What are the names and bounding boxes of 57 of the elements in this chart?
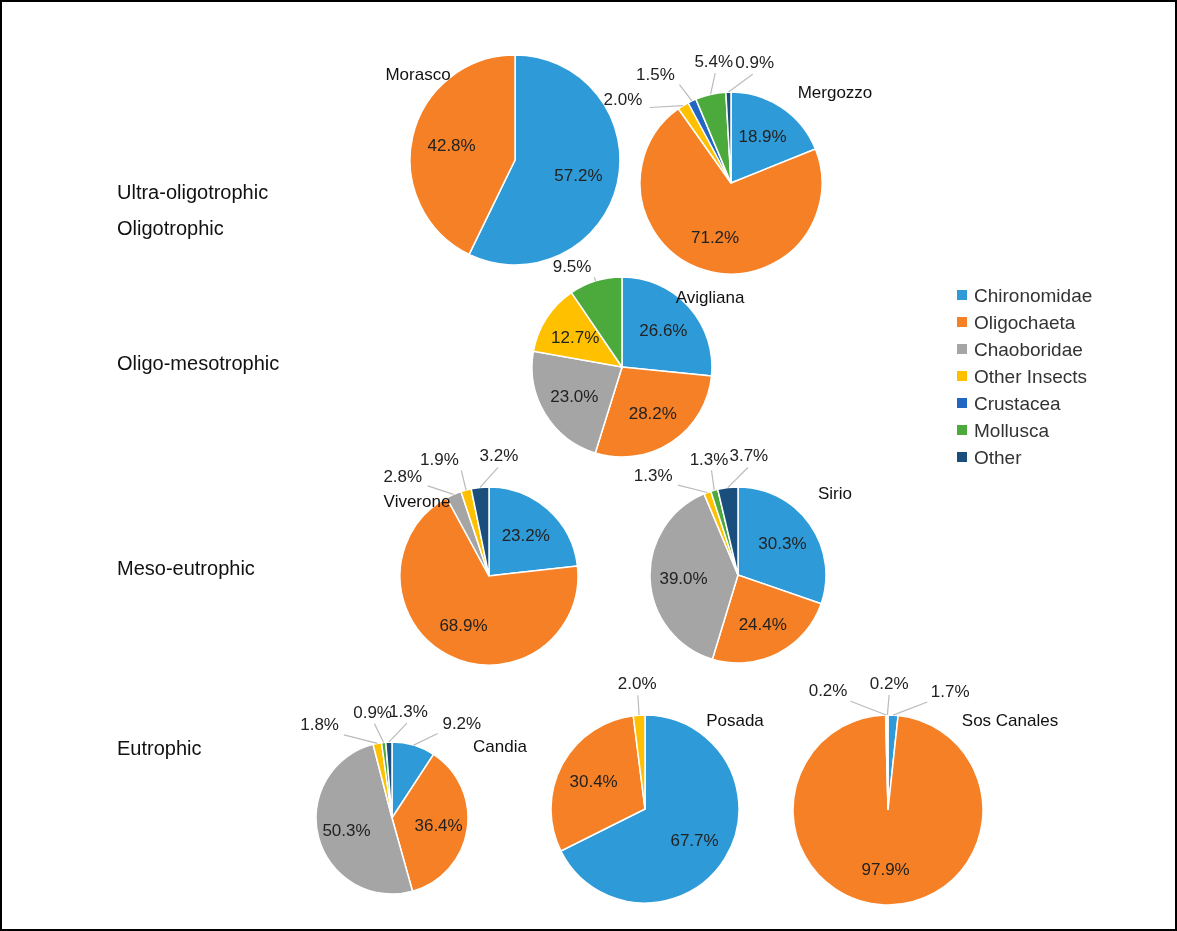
text: Eutrophic	[117, 737, 202, 759]
category-label: Oligochaeta	[974, 311, 1076, 333]
text: Sirio	[817, 484, 853, 503]
data-label: 9.2%	[442, 713, 482, 733]
data-label: 9.5%	[552, 256, 592, 276]
data-label: 1.5%	[636, 64, 675, 84]
data-label: 97.9%	[861, 859, 910, 879]
category-label: Other Insects	[974, 365, 1087, 387]
data-label: 0.9%	[735, 53, 775, 73]
data-label: 50.3%	[322, 821, 371, 841]
data-label: 1.3%	[689, 449, 729, 469]
data-label: 23.2%	[501, 525, 550, 545]
text: Candia	[473, 737, 528, 756]
text: Meso-eutrophic	[117, 557, 255, 579]
data-label: 2.8%	[383, 466, 423, 486]
data-label: 18.9%	[738, 127, 787, 147]
text: Oligotrophic	[117, 217, 224, 239]
text: Oligo-mesotrophic	[117, 352, 280, 374]
data-label: 1.7%	[930, 681, 970, 701]
data-label: 24.4%	[738, 614, 787, 634]
category-label: Other	[974, 446, 1023, 468]
data-label: 1.3%	[633, 465, 673, 485]
category-label: Mollusca	[974, 419, 1050, 441]
data-label: 1.3%	[389, 702, 428, 722]
data-label: 3.7%	[729, 446, 769, 466]
data-label: 2.0%	[603, 89, 643, 109]
data-label: 30.3%	[758, 534, 807, 554]
category-label: Chironomidae	[974, 284, 1093, 306]
data-label: 30.4%	[569, 772, 618, 792]
data-label: 12.7%	[551, 327, 600, 347]
data-label: 0.9%	[353, 702, 392, 722]
data-label: 1.9%	[420, 449, 459, 469]
text: Ultra-oligotrophic	[117, 181, 269, 203]
text: Sos Canales	[961, 711, 1059, 730]
data-label: 23.0%	[550, 386, 599, 406]
data-label: 2.0%	[617, 674, 657, 694]
data-label: 1.8%	[300, 715, 339, 735]
data-label: 68.9%	[439, 615, 488, 635]
category-label: Crustacea	[974, 392, 1062, 414]
data-label: 0.2%	[869, 673, 909, 693]
text: Viverone	[383, 492, 451, 511]
text: Avigliana	[675, 288, 745, 307]
data-label: 0.2%	[808, 680, 848, 700]
text: Morasco	[385, 65, 451, 84]
data-label: 28.2%	[628, 404, 677, 424]
data-label: 26.6%	[639, 320, 688, 340]
category-label: Chaoboridae	[974, 338, 1083, 360]
data-label: 42.8%	[427, 136, 476, 156]
data-label: 71.2%	[690, 228, 740, 248]
data-label: 3.2%	[479, 446, 519, 466]
text: Posada	[706, 711, 765, 730]
data-label: 36.4%	[414, 816, 463, 836]
data-label: 39.0%	[659, 568, 708, 588]
data-label: 5.4%	[694, 52, 734, 72]
data-label: 67.7%	[670, 830, 719, 850]
data-label: 57.2%	[554, 165, 603, 185]
text: Mergozzo	[797, 83, 873, 102]
